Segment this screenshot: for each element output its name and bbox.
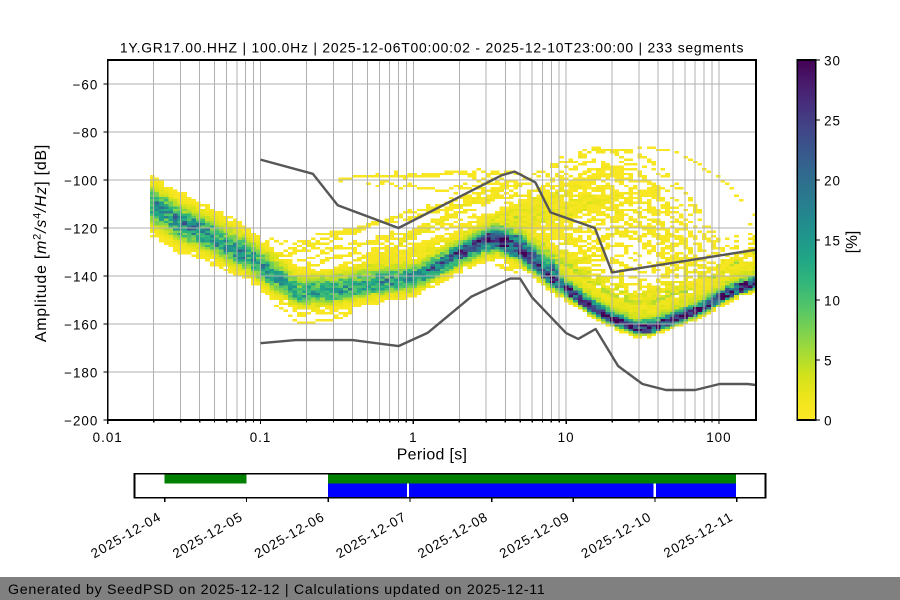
svg-text:10: 10: [824, 294, 841, 309]
svg-text:[%]: [%]: [844, 231, 861, 253]
svg-text:30: 30: [824, 54, 841, 69]
svg-text:1: 1: [409, 430, 417, 445]
svg-text:5: 5: [824, 354, 832, 369]
svg-text:Amplitude [m2/s4/Hz] [dB]: Amplitude [m2/s4/Hz] [dB]: [32, 144, 51, 342]
svg-text:−100: −100: [64, 174, 98, 189]
svg-text:Generated by SeedPSD on 2025-1: Generated by SeedPSD on 2025-12-12 | Cal…: [8, 582, 545, 598]
svg-text:0.1: 0.1: [250, 430, 272, 445]
svg-text:10: 10: [558, 430, 575, 445]
svg-text:−120: −120: [64, 222, 98, 237]
svg-text:0.01: 0.01: [93, 430, 123, 445]
svg-text:−140: −140: [64, 270, 98, 285]
svg-text:−60: −60: [73, 78, 99, 93]
svg-text:−180: −180: [64, 366, 98, 381]
svg-text:0: 0: [824, 414, 832, 429]
svg-text:100: 100: [706, 430, 731, 445]
svg-text:−80: −80: [73, 126, 99, 141]
svg-text:25: 25: [824, 114, 841, 129]
svg-text:1Y.GR17.00.HHZ | 100.0Hz | 202: 1Y.GR17.00.HHZ | 100.0Hz | 2025-12-06T00…: [120, 39, 744, 55]
svg-text:20: 20: [824, 174, 841, 189]
svg-text:−160: −160: [64, 318, 98, 333]
svg-text:15: 15: [824, 234, 841, 249]
svg-text:−200: −200: [64, 414, 98, 429]
svg-text:Period [s]: Period [s]: [397, 447, 468, 464]
